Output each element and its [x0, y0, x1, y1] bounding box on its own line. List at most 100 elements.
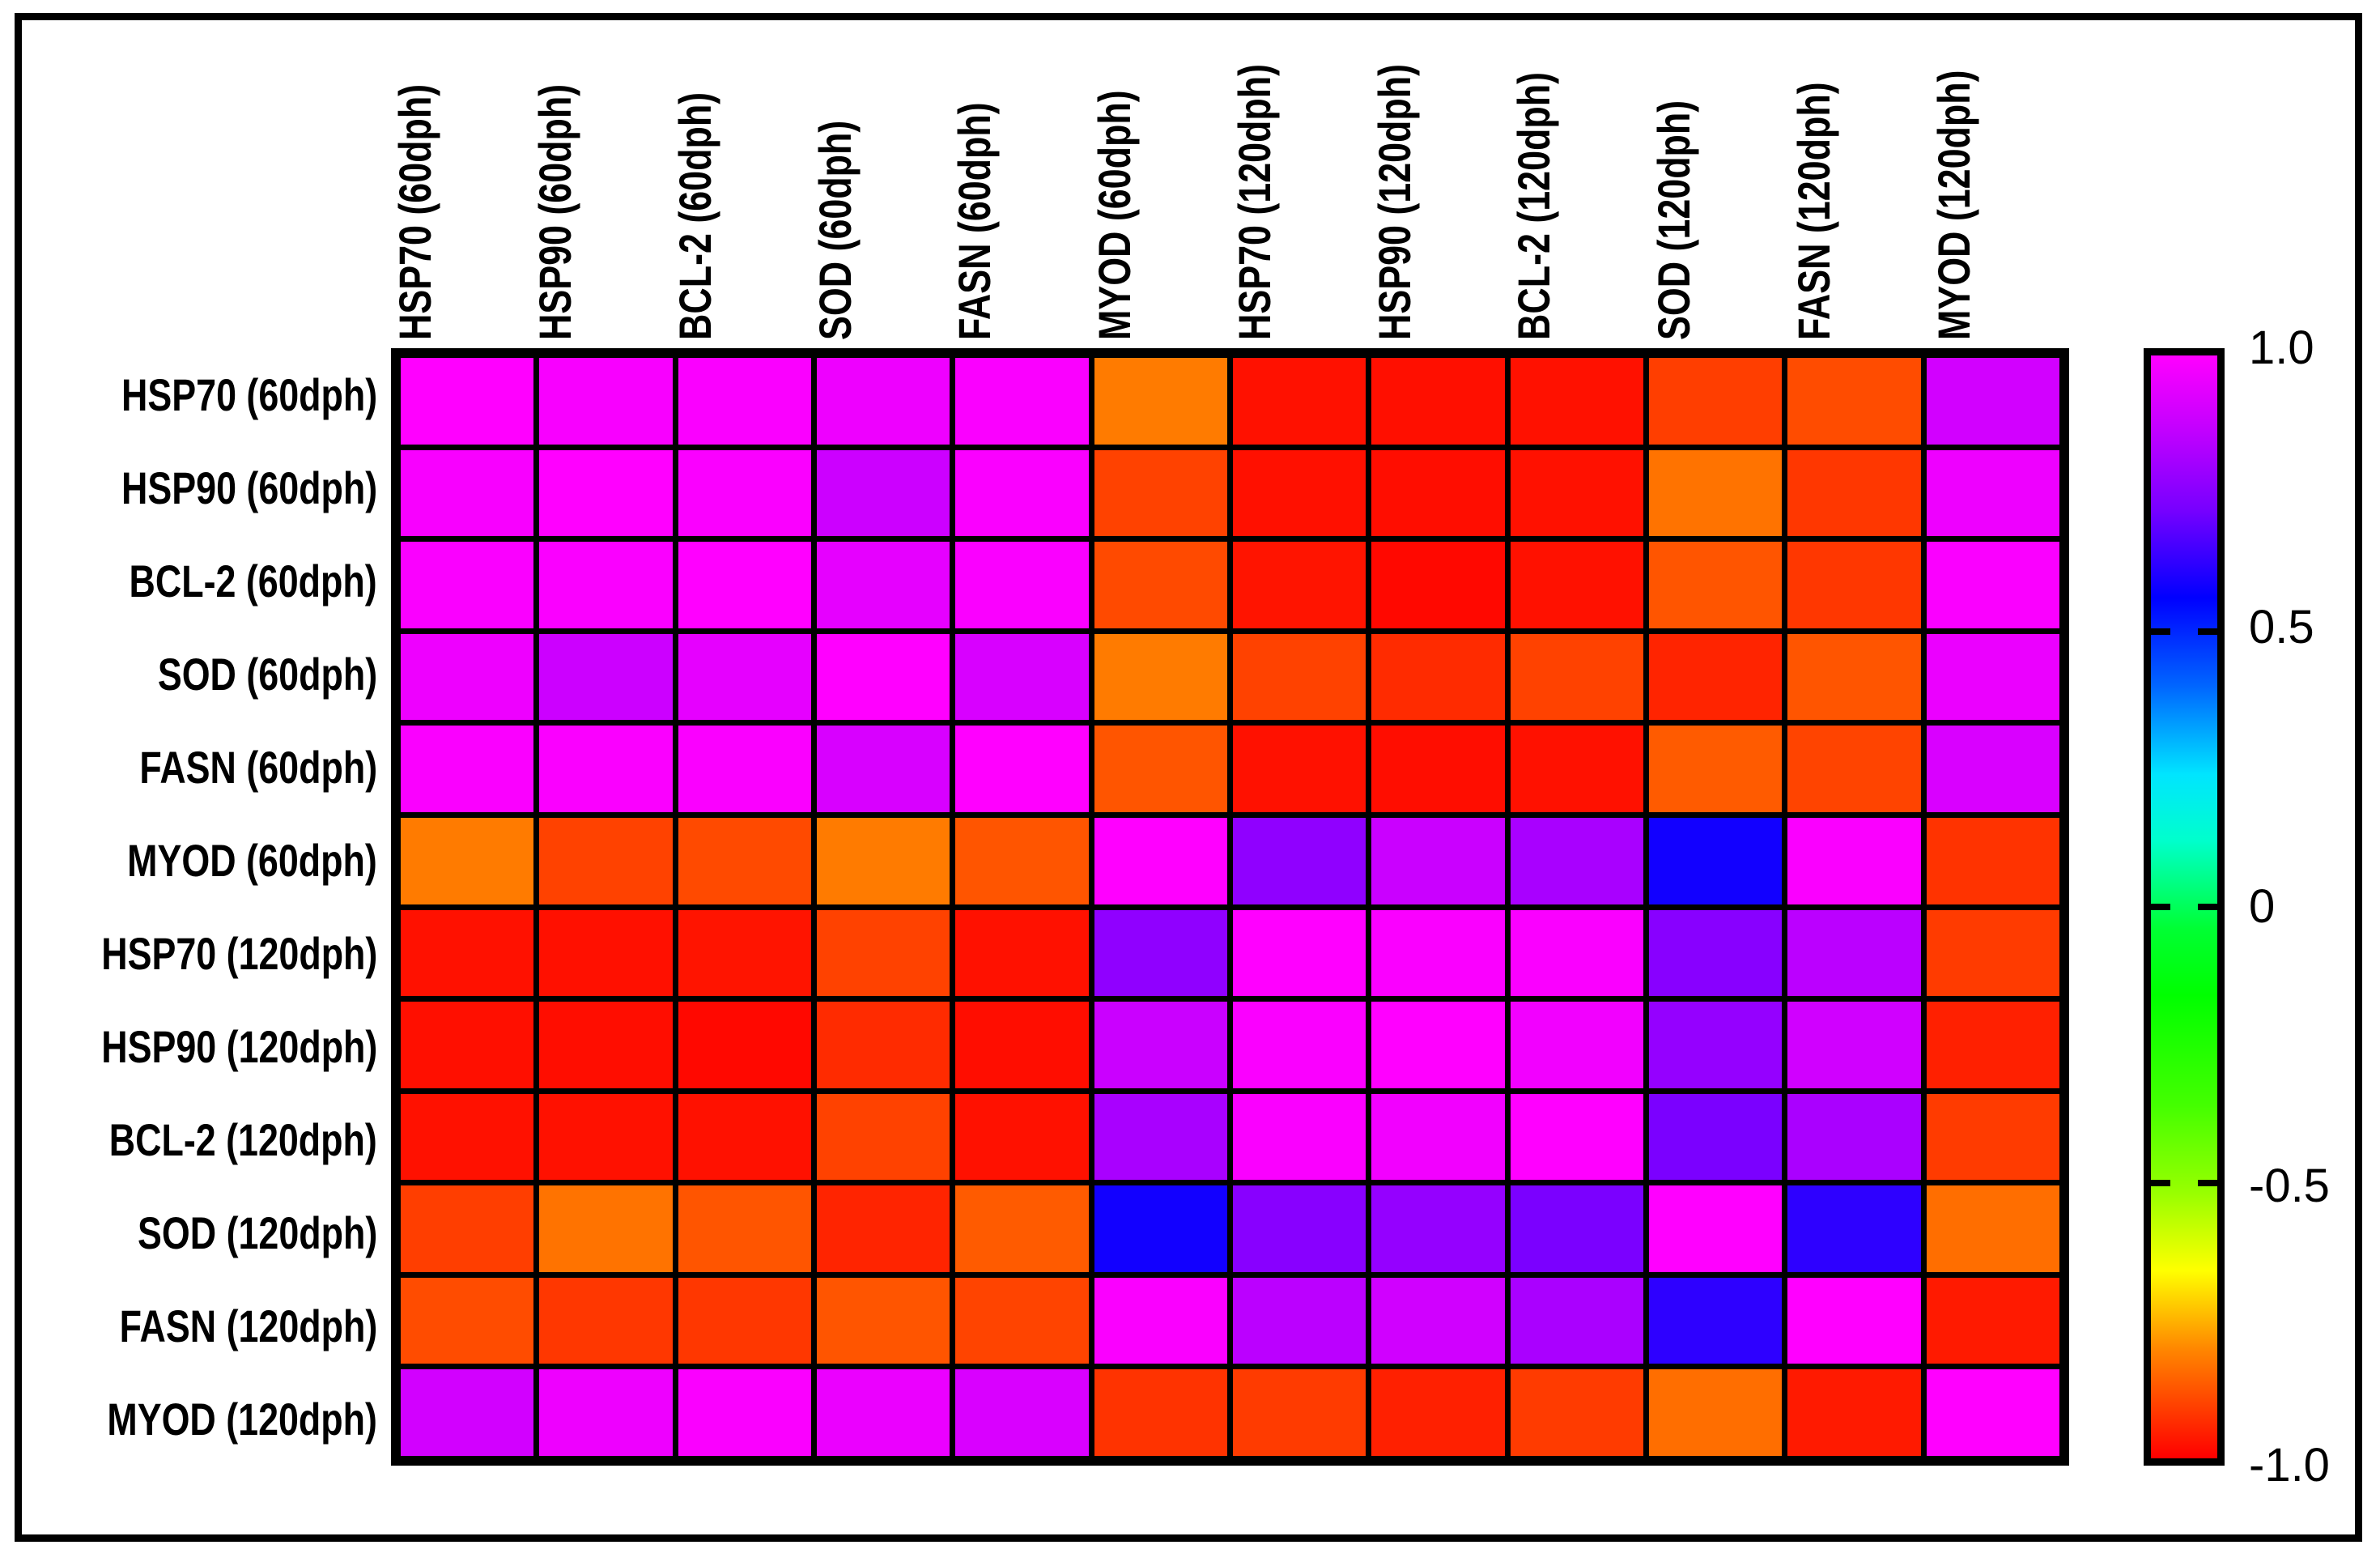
heatmap-cell — [955, 1277, 1089, 1364]
heatmap-cell — [955, 1185, 1089, 1272]
heatmap-cell — [1094, 1277, 1227, 1364]
heatmap-cell — [816, 1369, 950, 1456]
heatmap-cell — [1094, 449, 1227, 537]
column-label: SOD (120dph) — [1648, 0, 1790, 340]
colorbar-tick — [2151, 1179, 2170, 1186]
column-label-text: HSP70 (120dph) — [1228, 63, 1280, 341]
row-label-text: HSP90 (120dph) — [100, 1020, 377, 1072]
heatmap-cell — [401, 1185, 534, 1272]
heatmap-cell — [1510, 449, 1643, 537]
row-label: SOD (120dph) — [16, 1186, 377, 1279]
heatmap-cell — [1648, 1369, 1783, 1456]
heatmap-cell — [539, 542, 673, 628]
column-label-text: FASN (120dph) — [1787, 82, 1839, 340]
heatmap-cell — [1232, 1277, 1366, 1364]
heatmap-cell — [955, 633, 1089, 721]
heatmap-cell — [1648, 817, 1783, 904]
column-label-text: SOD (60dph) — [809, 120, 861, 340]
heatmap-cell — [1510, 726, 1643, 812]
column-label: SOD (60dph) — [810, 0, 950, 340]
heatmap-cell — [1648, 1277, 1783, 1364]
heatmap-cell — [678, 1185, 811, 1272]
column-label-text: SOD (120dph) — [1648, 100, 1700, 340]
column-label-text: MYOD (60dph) — [1089, 90, 1141, 340]
heatmap-cell — [816, 1002, 950, 1088]
heatmap-cell — [1232, 1093, 1366, 1181]
row-label-text: FASN (60dph) — [139, 741, 377, 793]
heatmap-cell — [678, 358, 811, 445]
heatmap-cell — [678, 817, 811, 904]
row-label-text: BCL-2 (60dph) — [129, 555, 377, 606]
heatmap-cell — [678, 1093, 811, 1181]
heatmap-cell — [955, 726, 1089, 812]
figure-border — [15, 13, 2362, 1542]
heatmap-cell — [1787, 1002, 1921, 1088]
heatmap-cell — [678, 1369, 811, 1456]
heatmap-cell — [1648, 358, 1783, 445]
heatmap-cell — [401, 909, 534, 997]
heatmap-cell — [1232, 358, 1366, 445]
colorbar-tick-label: -1.0 — [2249, 1439, 2330, 1492]
heatmap-cell — [1094, 1185, 1227, 1272]
heatmap-cell — [816, 542, 950, 628]
row-labels: HSP70 (60dph) HSP90 (60dph) BCL-2 (60dph) S… — [16, 348, 377, 1466]
heatmap-cell — [1094, 726, 1227, 812]
row-label-text: BCL-2 (120dph) — [108, 1113, 377, 1165]
heatmap-cell — [678, 909, 811, 997]
heatmap-cell — [1510, 1002, 1643, 1088]
heatmap-cell — [1094, 1093, 1227, 1181]
heatmap-grid — [391, 348, 2069, 1466]
heatmap-cell — [1648, 1185, 1783, 1272]
row-label-text: MYOD (60dph) — [127, 834, 377, 886]
row-label-text: HSP90 (60dph) — [121, 462, 377, 513]
heatmap-cell — [539, 633, 673, 721]
heatmap-cell — [1926, 909, 2059, 997]
heatmap-cell — [401, 726, 534, 812]
column-label-text: BCL-2 (120dph) — [1508, 71, 1560, 340]
row-label: HSP90 (120dph) — [16, 1000, 377, 1093]
heatmap-cell — [1648, 909, 1783, 997]
row-label: MYOD (60dph) — [16, 814, 377, 907]
heatmap-cell — [1510, 542, 1643, 628]
column-label-text: HSP90 (120dph) — [1368, 63, 1420, 341]
column-label: HSP90 (120dph) — [1368, 0, 1510, 341]
colorbar-tick-label: 0 — [2249, 880, 2276, 933]
heatmap-cell — [1232, 542, 1366, 628]
heatmap-cell — [1926, 1185, 2059, 1272]
heatmap-cell — [816, 358, 950, 445]
heatmap-cell — [955, 1002, 1089, 1088]
heatmap-cell — [1648, 726, 1783, 812]
heatmap-cell — [1787, 909, 1921, 997]
colorbar — [2144, 348, 2225, 1466]
heatmap-cell — [1787, 358, 1921, 445]
heatmap-cell — [401, 817, 534, 904]
heatmap-cell — [1232, 1002, 1366, 1088]
heatmap-cell — [1094, 817, 1227, 904]
heatmap-cell — [401, 633, 534, 721]
heatmap-cell — [1094, 633, 1227, 721]
column-label-text: FASN (60dph) — [949, 102, 1001, 341]
heatmap-cell — [816, 1093, 950, 1181]
row-label: HSP70 (60dph) — [16, 348, 377, 441]
heatmap-cell — [816, 633, 950, 721]
heatmap-cell — [539, 1185, 673, 1272]
heatmap-cell — [1787, 633, 1921, 721]
heatmap-cell — [955, 1369, 1089, 1456]
heatmap-cell — [1787, 1185, 1921, 1272]
heatmap-cell — [1510, 633, 1643, 721]
heatmap-cell — [816, 726, 950, 812]
heatmap-cell — [1510, 1185, 1643, 1272]
heatmap-cell — [1926, 542, 2059, 628]
heatmap-cell — [1510, 817, 1643, 904]
row-label: HSP90 (60dph) — [16, 441, 377, 534]
colorbar-tick-label: -0.5 — [2249, 1160, 2330, 1212]
row-label: FASN (120dph) — [16, 1279, 377, 1373]
colorbar-tick — [2198, 904, 2217, 910]
heatmap-cell — [1371, 1093, 1505, 1181]
heatmap-cell — [1787, 449, 1921, 537]
colorbar-tick — [2151, 904, 2170, 910]
heatmap-cell — [1926, 449, 2059, 537]
column-label: FASN (60dph) — [949, 0, 1090, 341]
heatmap-cell — [1510, 1277, 1643, 1364]
column-label: HSP70 (120dph) — [1228, 0, 1371, 341]
